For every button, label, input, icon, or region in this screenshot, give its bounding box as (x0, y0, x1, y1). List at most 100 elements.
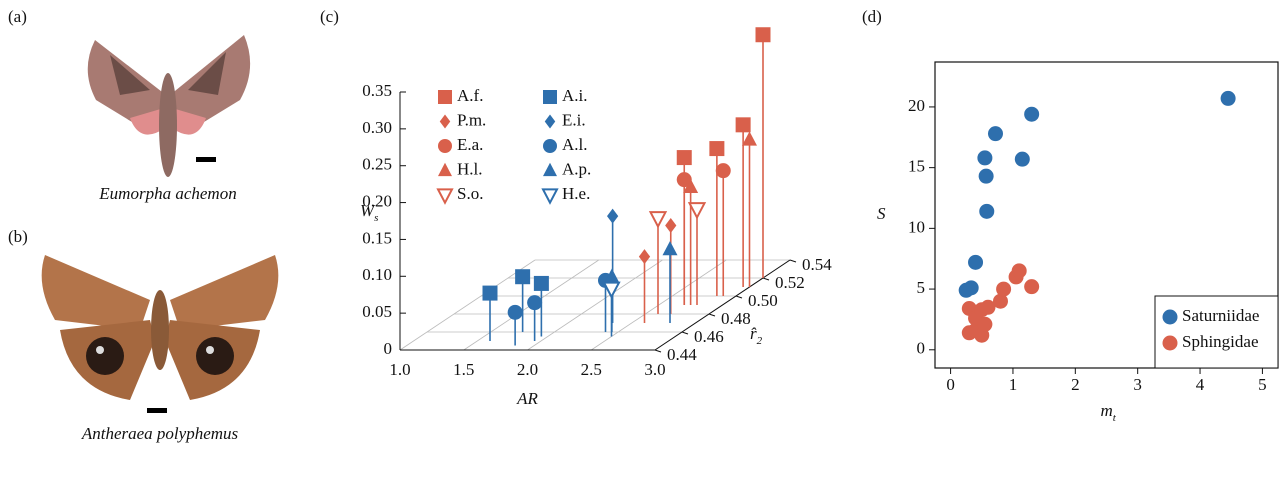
point (1024, 106, 1040, 122)
legend-marker (438, 139, 452, 153)
y-tick-label: 0 (917, 339, 926, 358)
y-tick-label: 0.50 (748, 291, 778, 310)
grid-line (399, 259, 536, 351)
x-tick-label: 1.5 (453, 360, 474, 379)
axis-label-sub: 2 (757, 335, 763, 347)
marker (676, 172, 692, 188)
panel-label: (a) (8, 7, 27, 26)
legend-label: H.l. (457, 159, 483, 178)
legend-label: E.a. (457, 135, 483, 154)
marker (533, 275, 549, 291)
axis-label-main: r̂ (750, 324, 757, 343)
z-tick-label: 0 (384, 339, 393, 358)
marker (648, 211, 668, 229)
marker (602, 281, 621, 299)
marker (665, 218, 677, 234)
legend-label: A.i. (562, 86, 588, 105)
z-tick-label: 0.25 (362, 155, 392, 174)
point (992, 293, 1008, 309)
x-tick-label: 3.0 (644, 360, 665, 379)
y-tick-label: 15 (908, 157, 925, 176)
marker (742, 131, 757, 146)
x-tick-label: 1.0 (389, 360, 410, 379)
x-tick-label: 2.5 (581, 360, 602, 379)
point (968, 254, 984, 270)
y-tick-mark (735, 295, 743, 299)
marker (676, 150, 692, 166)
point (978, 168, 994, 184)
y-tick-mark (708, 313, 716, 317)
legend-label: E.i. (562, 110, 586, 129)
y-tick-label: 10 (908, 217, 925, 236)
marker (607, 208, 619, 224)
x-tick-label: 1 (1009, 375, 1018, 394)
legend-label: A.f. (457, 86, 483, 105)
axis-label: mt (1101, 401, 1117, 424)
panel-label: (c) (320, 7, 339, 26)
marker (755, 27, 771, 43)
z-tick-label: 0.20 (362, 191, 392, 210)
legend-label: H.e. (562, 184, 590, 203)
photo-moth-b (41, 255, 279, 413)
marker (715, 163, 731, 179)
axis-label: AR (516, 389, 538, 408)
x-tick-label: 2.0 (517, 360, 538, 379)
plot-frame (934, 61, 1279, 369)
point (1014, 151, 1030, 167)
point (1220, 90, 1236, 106)
x-tick-label: 3 (1133, 375, 1142, 394)
panel-label: (b) (8, 227, 28, 246)
legend-marker (436, 188, 454, 205)
point (996, 281, 1012, 297)
point (980, 299, 996, 315)
marker (662, 241, 678, 256)
photo-caption: Antheraea polyphemus (81, 424, 239, 443)
point (1024, 279, 1040, 295)
marker (527, 295, 543, 311)
legend-label: Saturniidae (1182, 306, 1259, 325)
legend-label: Sphingidae (1182, 332, 1259, 351)
marker (735, 117, 751, 133)
x-tick-label: 5 (1258, 375, 1267, 394)
point (963, 280, 979, 296)
y-tick-mark (654, 349, 662, 353)
x-tick-label: 4 (1196, 375, 1205, 394)
legend-label: A.p. (562, 159, 591, 178)
y-tick-label: 0.46 (694, 327, 724, 346)
marker (515, 269, 531, 285)
y-tick-label: 5 (917, 278, 926, 297)
axis-label: r̂2 (750, 324, 763, 347)
marker (638, 249, 651, 265)
point (1011, 263, 1027, 279)
legend-marker (438, 162, 452, 177)
y-tick-mark (681, 331, 689, 335)
y-tick-label: 0.44 (667, 345, 697, 364)
z-tick-label: 0.10 (362, 265, 392, 284)
y-tick-mark (789, 259, 797, 263)
z-tick-label: 0.35 (362, 81, 392, 100)
point (979, 203, 995, 219)
y-tick-mark (762, 277, 770, 281)
y-tick-label: 0.54 (802, 255, 832, 274)
axis-label: Ws (360, 201, 378, 224)
marker (604, 268, 620, 283)
x-tick-label: 0 (946, 375, 955, 394)
y-tick-label: 0.48 (721, 309, 751, 328)
z-tick-label: 0.30 (362, 118, 392, 137)
marker (687, 202, 707, 220)
point (977, 150, 993, 166)
legend-label: P.m. (457, 110, 486, 129)
marker (507, 304, 523, 320)
axis-label: S (877, 204, 886, 223)
axis-label-main: W (360, 201, 376, 220)
axis-label-main: m (1101, 401, 1113, 420)
legend-label: S.o. (457, 184, 483, 203)
grid-line (527, 259, 663, 351)
legend-marker (1162, 335, 1178, 351)
photo-moth-a (87, 35, 251, 177)
marker (683, 178, 699, 194)
point (987, 126, 1003, 142)
z-tick-label: 0.05 (362, 302, 392, 321)
